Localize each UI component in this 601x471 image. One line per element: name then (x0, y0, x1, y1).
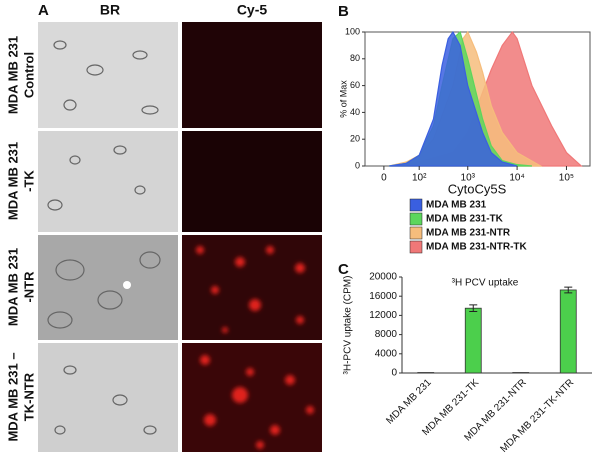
fluorescent-spots (196, 246, 314, 449)
bf-image (38, 22, 178, 128)
cy5-image (182, 131, 322, 232)
panel-label: B (338, 3, 349, 20)
legend-swatch (409, 198, 423, 212)
y-tick-label: 20000 (369, 272, 397, 283)
y-tick-label: 80 (350, 53, 360, 63)
bright-spot (123, 281, 131, 289)
bf-image (38, 235, 178, 340)
row-label: MDA MB 231 – (5, 352, 20, 441)
legend-label: MDA MB 231 (426, 200, 487, 211)
x-tick-label: 10⁴ (509, 173, 524, 184)
row-label: MDA MB 231 (5, 248, 20, 326)
row-label: -NTR (21, 271, 36, 303)
y-tick-label: 0 (355, 160, 360, 170)
bf-image (38, 343, 178, 452)
row-label: Control (21, 52, 36, 98)
y-tick-label: 8000 (375, 329, 398, 340)
x-tick-label: 10⁵ (559, 173, 574, 184)
y-tick-label: 16000 (369, 291, 397, 302)
bar (464, 307, 482, 374)
row-label: MDA MB 231 (5, 36, 20, 114)
y-tick-label: 100 (345, 26, 360, 36)
legend-swatch (409, 240, 423, 254)
x-axis-label: CytoCy5S (448, 181, 507, 196)
panel-label: C (338, 261, 349, 278)
x-tick-label: MDA MB 231 (384, 377, 434, 427)
y-axis-label: ³H-PCV uptake (CPM) (343, 276, 354, 375)
row-label: -TK (21, 170, 36, 192)
error-bar (564, 286, 573, 294)
legend-label: MDA MB 231-NTR (426, 228, 511, 239)
y-tick-label: 40 (350, 107, 360, 117)
y-tick-label: 60 (350, 80, 360, 90)
row-label: MDA MB 231 (5, 142, 20, 220)
column-label: Cy-5 (237, 2, 268, 18)
chart-title: ³H PCV uptake (452, 278, 519, 289)
legend-label: MDA MB 231-NTR-TK (426, 242, 528, 253)
histogram (389, 30, 518, 167)
bar (559, 289, 577, 374)
x-tick-label: 10³ (461, 173, 476, 184)
bright-field-images (38, 22, 178, 452)
x-tick-label: 10² (412, 173, 427, 184)
column-label: BR (100, 2, 120, 18)
cy5-images (182, 22, 322, 452)
legend-label: MDA MB 231-TK (426, 214, 504, 225)
cells (47, 40, 161, 435)
bf-image (38, 131, 178, 232)
legend-swatch (409, 212, 423, 226)
y-tick-label: 0 (391, 368, 397, 379)
row-label: TK-NTR (21, 372, 36, 421)
legend-swatch (409, 226, 423, 240)
x-tick-label: 0 (381, 173, 387, 184)
y-tick-label: 12000 (369, 310, 397, 321)
cy5-image (182, 22, 322, 128)
y-tick-label: 20 (350, 134, 360, 144)
y-axis-label: % of Max (338, 80, 348, 118)
y-tick-label: 4000 (375, 348, 398, 359)
panel-label: A (38, 2, 49, 19)
error-bar (469, 304, 478, 313)
